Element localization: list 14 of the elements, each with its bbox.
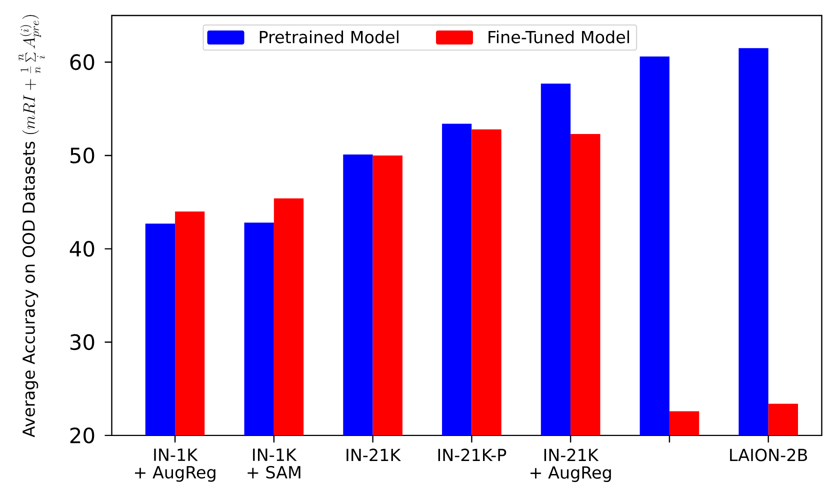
y-axis-title: $\mbox{Average Accuracy on OOD Datasets }(mRI + \frac{1}{n}\sum\limits_{i}^{n} A_{pre}^{(i)})$ bbox=[18, 15, 45, 438]
y-tick-label: 50 bbox=[70, 148, 94, 164]
y-tick-label: 40 bbox=[70, 240, 94, 257]
x-tick-label: IN-21K bbox=[346, 448, 401, 462]
x-tick-label: IN-21K-P bbox=[438, 448, 506, 462]
x-tick-label: IN-21K + AugReg bbox=[530, 448, 611, 482]
x-tick-label: IN-1K + SAM bbox=[248, 448, 300, 479]
y-tick-label: 30 bbox=[70, 334, 94, 350]
x-tick-label: IN-1K + AugReg bbox=[134, 448, 216, 482]
legend-label: Pretrained Model bbox=[260, 30, 398, 44]
y-tick-label: 60 bbox=[70, 54, 94, 70]
y-tick-label: 20 bbox=[70, 428, 94, 444]
legend-label: Fine-Tuned Model bbox=[488, 30, 629, 44]
x-tick-label: LAION-2B bbox=[730, 448, 808, 462]
